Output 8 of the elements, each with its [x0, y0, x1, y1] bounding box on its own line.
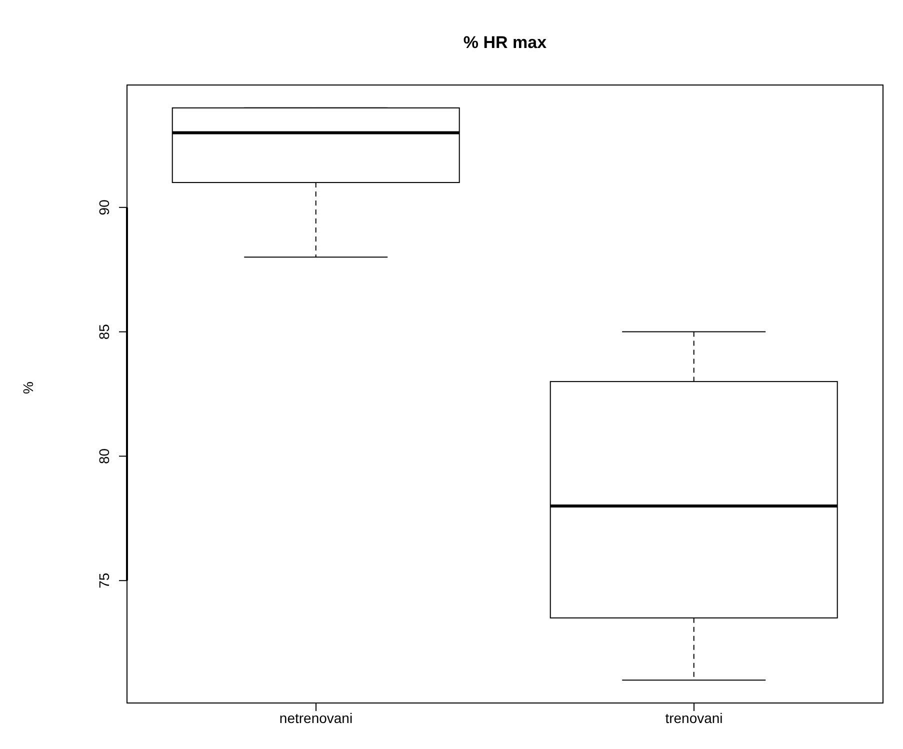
x-tick-label: trenovani: [665, 710, 723, 726]
y-tick-label: 80: [96, 448, 112, 464]
x-tick-label: netrenovani: [279, 710, 353, 726]
y-tick-label: 75: [96, 572, 112, 588]
y-tick-label: 90: [96, 199, 112, 216]
chart-title: % HR max: [463, 33, 548, 52]
y-tick-label: 85: [96, 324, 112, 340]
y-axis-title: %: [20, 382, 36, 394]
